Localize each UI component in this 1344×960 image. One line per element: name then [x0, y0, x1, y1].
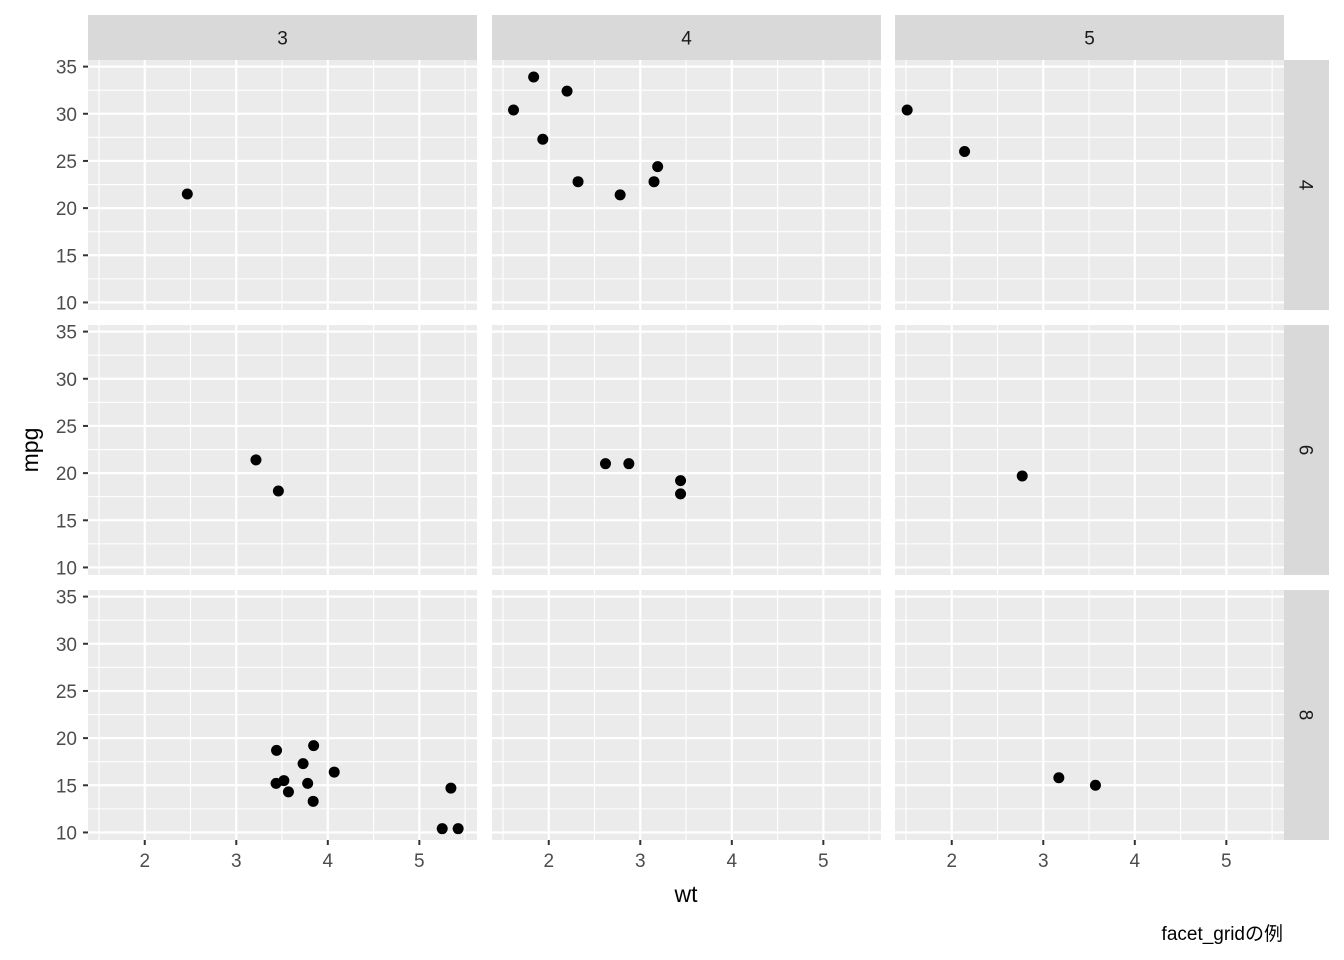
x-tick-label: 2 — [946, 851, 957, 872]
data-point — [652, 161, 664, 173]
y-tick-label: 25 — [56, 682, 77, 703]
row-strip-4: 4 — [1284, 60, 1329, 310]
data-point — [445, 782, 457, 794]
row-strip-background — [1284, 60, 1329, 310]
data-point — [623, 458, 635, 470]
panel-row-8-col-5 — [895, 590, 1284, 840]
col-strip-3: 3 — [88, 15, 477, 60]
col-strip-label: 3 — [277, 29, 288, 50]
panel-row-4-col-5 — [895, 60, 1284, 310]
data-point — [1089, 779, 1101, 791]
x-tick-label: 5 — [818, 851, 829, 872]
y-tick-label: 25 — [56, 152, 77, 173]
data-point — [959, 146, 971, 158]
y-tick-label: 20 — [56, 729, 77, 750]
y-tick-label: 30 — [56, 635, 77, 656]
data-point — [181, 188, 193, 200]
y-tick-label: 30 — [56, 370, 77, 391]
y-tick-label: 20 — [56, 464, 77, 485]
y-tick-label: 15 — [56, 246, 77, 267]
x-tick-label: 3 — [1038, 851, 1049, 872]
y-tick-label: 10 — [56, 293, 77, 314]
row-strip-label: 4 — [1295, 180, 1316, 191]
data-point — [308, 740, 320, 752]
data-point — [282, 786, 294, 798]
data-point — [271, 744, 283, 756]
panel-row-6-col-3 — [88, 325, 477, 575]
data-point — [561, 85, 573, 97]
panel-row-8-col-3 — [88, 590, 477, 840]
data-point — [508, 104, 520, 116]
data-point — [599, 458, 611, 470]
x-tick-label: 3 — [635, 851, 646, 872]
y-tick-label: 35 — [56, 323, 77, 344]
col-strip-background — [88, 15, 477, 60]
panel-row-4-col-4 — [492, 60, 881, 310]
y-tick-label: 35 — [56, 588, 77, 609]
y-axis-title: mpg — [17, 428, 43, 473]
col-strip-background — [492, 15, 881, 60]
strips-layer: 3 4 5 4 6 8 — [88, 15, 1329, 840]
x-tick-label: 4 — [323, 851, 334, 872]
row-strip-6: 6 — [1284, 325, 1329, 575]
x-tick-label: 2 — [139, 851, 150, 872]
col-strip-background — [895, 15, 1284, 60]
panel-row-6-col-5 — [895, 325, 1284, 575]
x-tick-label: 4 — [1130, 851, 1141, 872]
data-point — [528, 71, 540, 83]
y-tick-label: 25 — [56, 417, 77, 438]
panels-layer — [88, 60, 1284, 840]
data-point — [436, 823, 448, 835]
col-strip-label: 5 — [1084, 29, 1095, 50]
points-layer — [181, 71, 1101, 835]
data-point — [250, 454, 262, 466]
col-strip-4: 4 — [492, 15, 881, 60]
data-point — [272, 485, 284, 497]
y-tick-label: 30 — [56, 105, 77, 126]
y-tick-label: 15 — [56, 511, 77, 532]
x-tick-label: 2 — [543, 851, 554, 872]
chart-caption: facet_gridの例 — [1162, 923, 1283, 945]
x-tick-label: 5 — [1221, 851, 1232, 872]
data-point — [1016, 470, 1028, 482]
x-axis-title: wt — [674, 881, 699, 907]
data-point — [675, 488, 687, 500]
y-tick-label: 10 — [56, 823, 77, 844]
x-tick-label: 5 — [414, 851, 425, 872]
data-point — [328, 766, 340, 778]
row-strip-label: 8 — [1295, 710, 1316, 721]
data-point — [675, 475, 687, 487]
data-point — [270, 777, 282, 789]
data-point — [302, 777, 314, 789]
y-tick-label: 15 — [56, 776, 77, 797]
data-point — [452, 823, 464, 835]
data-point — [1053, 772, 1065, 784]
panel-row-6-col-4 — [492, 325, 881, 575]
row-strip-8: 8 — [1284, 590, 1329, 840]
y-tick-label: 10 — [56, 558, 77, 579]
data-point — [307, 795, 319, 807]
col-strip-5: 5 — [895, 15, 1284, 60]
x-tick-label: 4 — [727, 851, 738, 872]
data-point — [648, 176, 660, 188]
panel-row-8-col-4 — [492, 590, 881, 840]
data-point — [297, 758, 309, 770]
data-point — [901, 104, 913, 116]
panel-row-4-col-3 — [88, 60, 477, 310]
data-point — [614, 189, 626, 201]
col-strip-label: 4 — [681, 29, 692, 50]
y-tick-label: 20 — [56, 199, 77, 220]
data-point — [572, 176, 584, 188]
row-strip-label: 6 — [1295, 445, 1316, 456]
row-strip-background — [1284, 325, 1329, 575]
y-tick-label: 35 — [56, 58, 77, 79]
x-tick-label: 3 — [231, 851, 242, 872]
row-strip-background — [1284, 590, 1329, 840]
data-point — [537, 133, 549, 145]
